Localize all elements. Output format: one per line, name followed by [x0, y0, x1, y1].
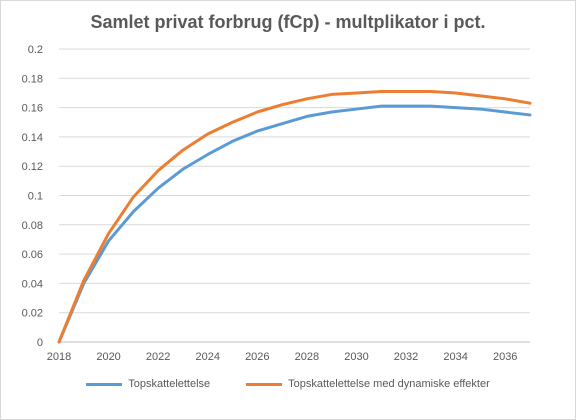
- y-tick-label-8: 0.16: [22, 103, 43, 115]
- y-tick-label-0: 0: [37, 337, 43, 349]
- chart-title: Samlet privat forbrug (fCp) - multplikat…: [90, 12, 486, 32]
- legend-swatch-series-1: [86, 382, 123, 386]
- y-tick-label-6: 0.12: [22, 161, 43, 173]
- legend-item-series-1: Topskattelettelse: [86, 378, 210, 390]
- y-tick-label-10: 0.2: [28, 44, 43, 56]
- y-tick-label-3: 0.06: [22, 249, 43, 261]
- x-tick-label-5: 2028: [295, 351, 319, 363]
- legend-swatch-series-2: [246, 382, 283, 386]
- y-tick-label-4: 0.08: [22, 220, 43, 232]
- series-line-2: [57, 89, 532, 344]
- legend-label-series-2: Topskattelettelse med dynamiske effekter: [288, 378, 490, 390]
- series-line-1: [57, 104, 532, 344]
- y-tick-label-2: 0.04: [22, 278, 43, 290]
- x-tick-label-3: 2024: [195, 351, 219, 363]
- x-tick-label-1: 2020: [96, 351, 120, 363]
- x-tick-label-9: 2036: [493, 351, 517, 363]
- x-tick-label-0: 2018: [47, 351, 71, 363]
- x-tick-label-8: 2034: [443, 351, 467, 363]
- legend-item-series-2: Topskattelettelse med dynamiske effekter: [246, 378, 490, 390]
- x-tick-label-6: 2030: [344, 351, 368, 363]
- legend-label-series-1: Topskattelettelse: [128, 378, 211, 390]
- y-tick-label-7: 0.14: [22, 132, 43, 144]
- x-tick-label-7: 2032: [394, 351, 418, 363]
- x-tick-label-4: 2026: [245, 351, 269, 363]
- y-tick-label-9: 0.18: [22, 73, 43, 85]
- legend: Topskattelettelse Topskattelettelse med …: [0, 376, 576, 392]
- y-tick-label-1: 0.02: [22, 308, 43, 320]
- y-tick-label-5: 0.1: [28, 191, 43, 203]
- x-tick-label-2: 2022: [146, 351, 170, 363]
